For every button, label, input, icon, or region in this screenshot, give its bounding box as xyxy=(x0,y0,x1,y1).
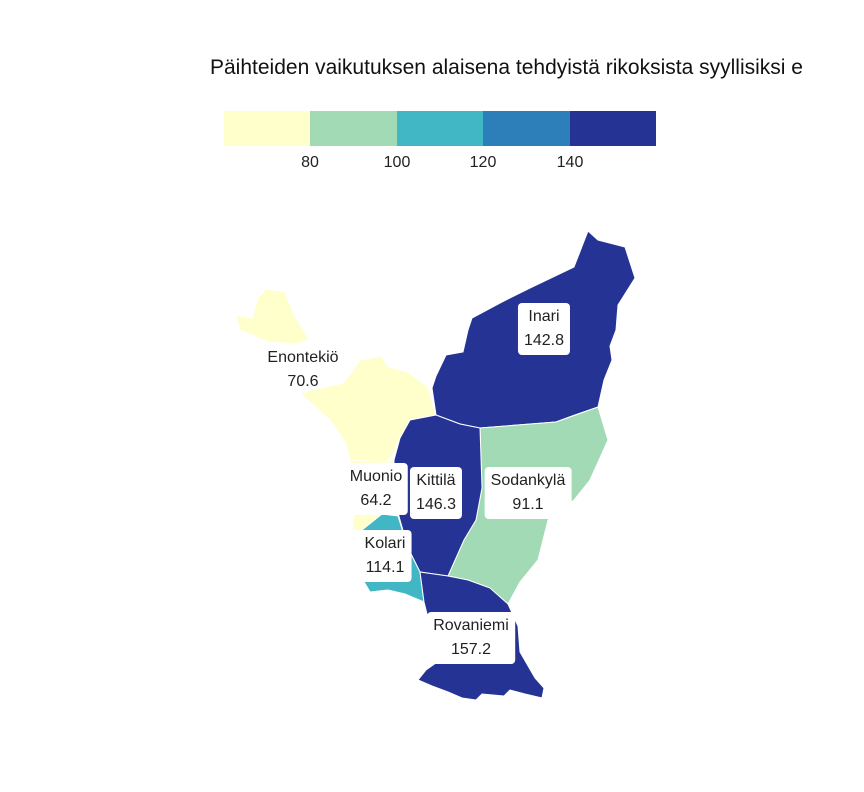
label-kolari-value: 114.1 xyxy=(365,559,405,576)
label-rovaniemi-name: Rovaniemi xyxy=(433,617,509,634)
legend-swatch-5 xyxy=(569,111,657,146)
legend-swatch-2 xyxy=(310,111,397,146)
legend-tick-140: 140 xyxy=(556,154,584,171)
label-kittila-name: Kittilä xyxy=(416,472,456,489)
label-rovaniemi: Rovaniemi 157.2 xyxy=(427,612,515,664)
label-enontekio-value: 70.6 xyxy=(287,373,319,390)
label-muonio-name: Muonio xyxy=(349,468,403,485)
label-inari-name: Inari xyxy=(528,308,560,325)
legend-swatch-3 xyxy=(396,111,484,146)
map-title: Päihteiden vaikutuksen alaisena tehdyist… xyxy=(210,56,803,79)
legend-tick-120: 120 xyxy=(469,154,497,171)
label-rovaniemi-value: 157.2 xyxy=(450,641,492,658)
label-sodankyla-value: 91.1 xyxy=(512,496,544,513)
label-muonio-value: 64.2 xyxy=(360,492,392,509)
label-kittila-value: 146.3 xyxy=(415,496,457,513)
label-enontekio-name: Enontekiö xyxy=(267,349,339,366)
legend-tick-80: 80 xyxy=(301,154,319,171)
label-sodankyla-name: Sodankylä xyxy=(490,472,566,489)
label-inari: Inari 142.8 xyxy=(517,303,571,355)
label-kittila: Kittilä 146.3 xyxy=(409,467,463,519)
label-kolari-name: Kolari xyxy=(364,535,406,552)
label-sodankyla: Sodankylä 91.1 xyxy=(484,467,572,519)
legend-tick-100: 100 xyxy=(383,154,411,171)
label-inari-value: 142.8 xyxy=(523,332,565,349)
label-enontekio: Enontekiö 70.6 xyxy=(261,344,344,396)
label-kolari: Kolari 114.1 xyxy=(358,530,412,582)
legend-swatch-1 xyxy=(224,111,311,146)
label-muonio: Muonio 64.2 xyxy=(343,463,409,515)
color-legend xyxy=(224,111,657,146)
legend-swatch-4 xyxy=(483,111,570,146)
